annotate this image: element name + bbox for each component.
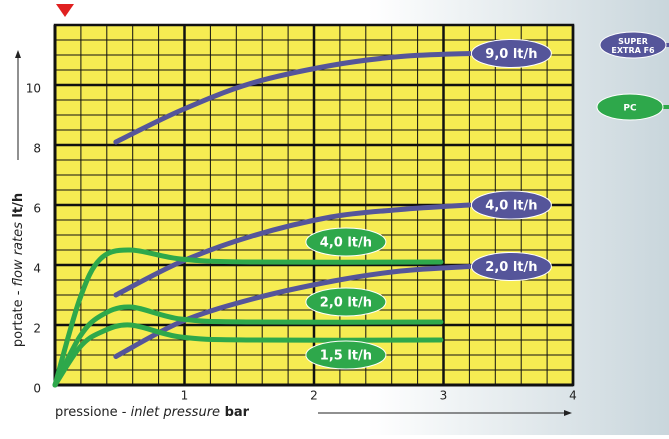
series-line [52, 247, 444, 388]
series-label-bubble [305, 287, 387, 317]
x-title-part: bar [220, 405, 250, 420]
legend-label: SUPER [618, 37, 648, 46]
series-line [113, 264, 472, 359]
x-axis-arrowhead [564, 410, 572, 416]
series-line [113, 202, 472, 298]
y-title-part: flow rates [11, 222, 26, 287]
series-label: 9,0 lt/h [485, 47, 537, 62]
series-label: 4,0 lt/h [320, 236, 372, 251]
y-tick-label: 4 [33, 262, 41, 276]
legend-label: PC [623, 104, 637, 114]
y-title-part: lt/h [11, 193, 26, 222]
y-tick-label: 2 [33, 322, 41, 336]
series-label-bubble [470, 190, 552, 220]
y-tick-label: 0 [33, 382, 41, 396]
x-title-part: inlet pressure [131, 405, 220, 420]
series-line [113, 51, 472, 145]
y-tick-label: 6 [33, 202, 41, 216]
x-tick-label: 1 [181, 389, 189, 403]
series-label-bubble [470, 252, 552, 281]
y-axis-arrowhead [15, 50, 21, 58]
series-label: 1,5 lt/h [320, 349, 372, 364]
series-line [52, 304, 444, 388]
series-label: 4,0 lt/h [485, 199, 537, 214]
series-line [52, 322, 444, 388]
x-tick-label: 4 [569, 389, 577, 403]
x-tick-label: 2 [310, 389, 318, 403]
legend-pill [599, 31, 667, 59]
legend-pill [596, 93, 664, 121]
x-tick-label: 3 [440, 389, 448, 403]
y-tick-label: 10 [26, 82, 41, 96]
y-tick-label: 8 [33, 142, 41, 156]
series-label: 2,0 lt/h [485, 260, 537, 275]
series-label-bubble [305, 227, 387, 257]
x-axis-title: pressione - inlet pressure bar [55, 405, 250, 420]
series-label-bubble [305, 340, 387, 370]
legend-label: EXTRA F6 [611, 46, 655, 55]
x-title-part: pressione - [55, 405, 131, 420]
marker-triangle [56, 4, 74, 17]
series-label: 2,0 lt/h [320, 296, 372, 311]
y-title-part: portate - [11, 286, 26, 347]
series-label-bubble [470, 39, 552, 68]
y-axis-title: portate - flow rates lt/h [11, 193, 26, 347]
